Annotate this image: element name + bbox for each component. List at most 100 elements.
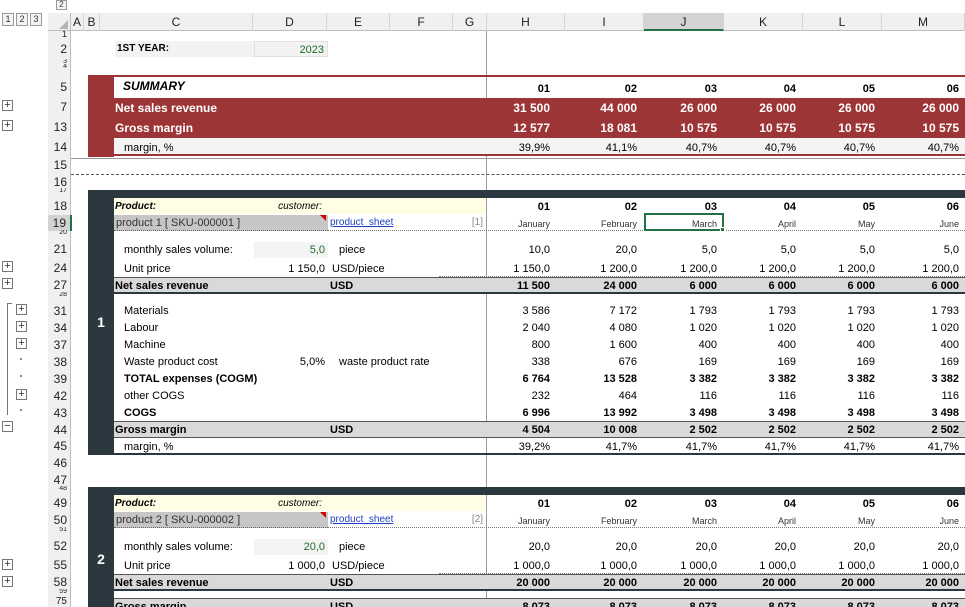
row-header: 1 2 3 4 5 7 13 14 15 16 17 18 19 20 21 2… — [48, 31, 72, 607]
row-header-37[interactable]: 37 — [53, 338, 67, 352]
row-header-1[interactable]: 1 — [61, 31, 67, 39]
row-header-16[interactable]: 16 — [53, 175, 67, 189]
product-1-waste-04: 169 — [777, 356, 796, 368]
row-header-50[interactable]: 50 — [53, 513, 67, 527]
product-1-unit-price-value[interactable]: 1 150,0 — [288, 263, 325, 275]
product-2-gross-margin-03: 8 073 — [689, 601, 717, 607]
column-header-d[interactable]: D — [253, 13, 327, 31]
row-header-42[interactable]: 42 — [53, 389, 67, 403]
product-2-sheet-link[interactable]: product_sheet — [330, 514, 394, 525]
row-header-34[interactable]: 34 — [53, 321, 67, 335]
comment-indicator-icon[interactable] — [320, 512, 326, 518]
expand-row-24-button[interactable]: + — [2, 261, 13, 272]
product-2-month-name-04: April — [777, 516, 796, 526]
column-header-l[interactable]: L — [803, 13, 882, 31]
first-year-input[interactable]: 2023 — [254, 41, 328, 57]
product-1-name-bg — [114, 215, 328, 231]
column-header-a[interactable]: A — [71, 13, 84, 31]
column-header-e[interactable]: E — [327, 13, 390, 31]
row-header-59[interactable]: 59 — [59, 589, 67, 594]
product-1-volume-input[interactable]: 5,0 — [254, 242, 328, 258]
row-header-2[interactable]: 2 — [60, 42, 67, 56]
row-header-24[interactable]: 24 — [53, 261, 67, 275]
product-2-net-sales-04: 20 000 — [762, 577, 796, 589]
row-header-51[interactable]: 51 — [59, 527, 67, 532]
row-header-49[interactable]: 49 — [53, 496, 67, 510]
expand-row-58-button[interactable]: + — [2, 576, 13, 587]
row-header-14[interactable]: 14 — [53, 140, 67, 154]
product-1-sheet-link[interactable]: product_sheet — [330, 217, 394, 228]
row-header-44[interactable]: 44 — [53, 423, 67, 437]
row-header-15[interactable]: 15 — [53, 158, 67, 172]
product-1-waste-02: 676 — [618, 356, 637, 368]
product-2-unit-price-06: 1 000,0 — [922, 560, 959, 572]
row-header-5[interactable]: 5 — [60, 80, 67, 94]
expand-row-34-button[interactable]: + — [16, 321, 27, 332]
expand-row-37-button[interactable]: + — [16, 338, 27, 349]
row-header-21[interactable]: 21 — [53, 242, 67, 256]
column-header-j[interactable]: J — [644, 13, 724, 31]
row-header-38[interactable]: 38 — [53, 355, 67, 369]
row-header-13[interactable]: 13 — [53, 120, 67, 134]
product-1-margin-06: 41,7% — [927, 441, 959, 453]
row-header-48[interactable]: 48 — [59, 486, 67, 491]
column-header-c[interactable]: C — [100, 13, 253, 31]
row-header-52[interactable]: 52 — [53, 539, 67, 553]
product-2-unit-price-value[interactable]: 1 000,0 — [288, 560, 325, 572]
row-header-27[interactable]: 27 — [53, 278, 67, 292]
row-header-3[interactable]: 3 — [63, 59, 67, 64]
row-header-45[interactable]: 45 — [53, 439, 67, 453]
product-2-name[interactable]: product 2 [ SKU-000002 ] — [116, 514, 241, 526]
product-1-name[interactable]: product 1 [ SKU-000001 ] — [116, 217, 241, 229]
product-2-month-04: 04 — [783, 498, 796, 510]
product-1-net-sales-01: 11 500 — [516, 280, 550, 292]
row-header-17[interactable]: 17 — [59, 188, 67, 193]
row-header-28[interactable]: 28 — [59, 292, 67, 297]
row-header-18[interactable]: 18 — [53, 199, 67, 213]
column-header-g[interactable]: G — [453, 13, 487, 31]
summary-net-sales-01: 31 500 — [513, 101, 550, 115]
outline-level-3-button[interactable]: 3 — [30, 13, 42, 26]
column-header-m[interactable]: M — [882, 13, 965, 31]
select-all-corner[interactable] — [48, 13, 71, 31]
collapse-group-button[interactable]: − — [2, 421, 13, 432]
column-header-f[interactable]: F — [390, 13, 453, 31]
column-header-h[interactable]: H — [487, 13, 565, 31]
row-header-46[interactable]: 46 — [53, 456, 67, 470]
row-header-43[interactable]: 43 — [53, 406, 67, 420]
outline-level-1-button[interactable]: 1 — [2, 13, 14, 26]
column-header-b[interactable]: B — [84, 13, 100, 31]
comment-indicator-icon[interactable] — [320, 215, 326, 221]
summary-gross-margin-06: 10 575 — [922, 121, 959, 135]
row-header-58[interactable]: 58 — [53, 575, 67, 589]
expand-row-27-button[interactable]: + — [2, 278, 13, 289]
product-2-net-sales-03: 20 000 — [683, 577, 717, 589]
outline-level-2-button[interactable]: 2 — [16, 13, 28, 26]
column-header-i[interactable]: I — [565, 13, 644, 31]
product-1-gross-margin-row — [114, 421, 965, 438]
summary-side-bar — [88, 75, 114, 157]
expand-row-55-button[interactable]: + — [2, 559, 13, 570]
expand-row-7-button[interactable]: + — [2, 100, 13, 111]
product-1-labour-04: 1 020 — [768, 322, 796, 334]
row-header-20[interactable]: 20 — [59, 230, 67, 235]
row-header-31[interactable]: 31 — [53, 304, 67, 318]
product-1-unit-price-03: 1 200,0 — [680, 263, 717, 275]
row-header-7[interactable]: 7 — [60, 100, 67, 114]
expand-row-31-button[interactable]: + — [16, 304, 27, 315]
row-header-55[interactable]: 55 — [53, 558, 67, 572]
column-header-k[interactable]: K — [724, 13, 803, 31]
selected-cell-j19[interactable] — [644, 213, 724, 231]
row-header-47[interactable]: 47 — [53, 473, 67, 487]
outline-column-level-2-button[interactable]: 2 — [56, 0, 67, 10]
row-header-19[interactable]: 19 — [48, 215, 72, 231]
product-1-waste-rate[interactable]: 5,0% — [299, 356, 325, 368]
expand-row-42-button[interactable]: + — [16, 389, 27, 400]
expand-row-13-button[interactable]: + — [2, 120, 13, 131]
product-2-net-sales-01: 20 000 — [516, 577, 550, 589]
row-header-39[interactable]: 39 — [53, 372, 67, 386]
row-header-4[interactable]: 4 — [63, 64, 67, 70]
product-2-volume-input[interactable]: 20,0 — [254, 539, 328, 555]
row-header-75[interactable]: 75 — [55, 597, 67, 607]
fill-handle[interactable] — [720, 227, 725, 232]
